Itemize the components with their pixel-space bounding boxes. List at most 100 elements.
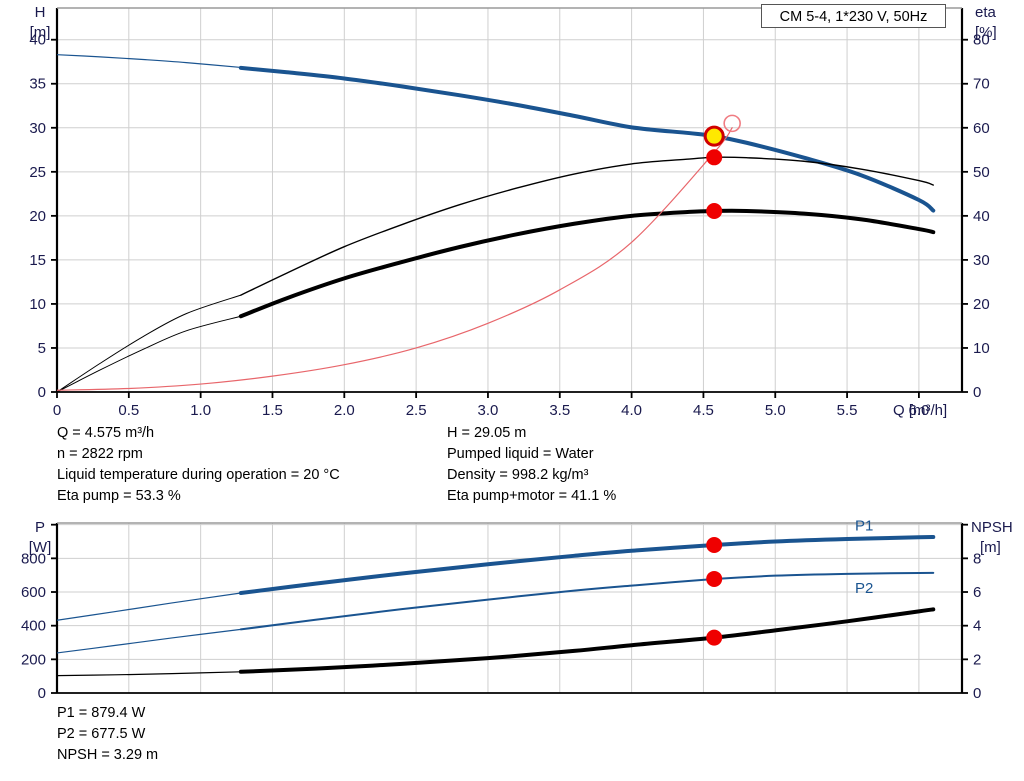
upper-ytick-15: 15 bbox=[29, 252, 46, 269]
lower-y2tick-6: 6 bbox=[973, 584, 981, 601]
upper-y2tick-30: 30 bbox=[973, 252, 990, 269]
marker-npsh bbox=[706, 629, 723, 646]
upper-y-axis-unit: [m] bbox=[30, 24, 51, 41]
upper-axes bbox=[55, 7, 964, 393]
upper-xtick-3.5: 3.5 bbox=[549, 402, 570, 419]
info-pumped-liquid: Pumped liquid = Water bbox=[447, 446, 594, 462]
power-info: P1 = 879.4 W P2 = 677.5 W NPSH = 3.29 m bbox=[57, 703, 158, 766]
lower-duty-markers bbox=[706, 536, 723, 646]
upper-y2-axis-unit: [%] bbox=[975, 24, 997, 41]
curve-npsh-thin-extension bbox=[57, 671, 242, 677]
lower-y2tick-8: 8 bbox=[973, 550, 981, 567]
lower-y2-axis-name: NPSH bbox=[971, 519, 1013, 536]
lower-y-axis-name: P bbox=[35, 519, 45, 536]
curve-npsh bbox=[238, 607, 936, 674]
curve-eta-pump bbox=[240, 156, 934, 296]
curve-p2 bbox=[239, 571, 935, 631]
upper-ytick-30: 30 bbox=[29, 120, 46, 137]
upper-ytick-20: 20 bbox=[29, 208, 46, 225]
marker-p1 bbox=[706, 536, 723, 553]
marker-p2 bbox=[706, 570, 723, 587]
info-density: Density = 998.2 kg/m³ bbox=[447, 467, 589, 483]
duty-point-marker bbox=[703, 125, 725, 147]
info-p2: P2 = 677.5 W bbox=[57, 726, 146, 742]
upper-y2tick-80: 80 bbox=[973, 32, 990, 49]
lower-tick-labels: 0 200 400 600 800 0 2 4 6 8 bbox=[21, 523, 981, 702]
info-eta-pump: Eta pump = 53.3 % bbox=[57, 488, 181, 504]
curve-p2-thin-extension bbox=[57, 628, 242, 654]
upper-curves bbox=[57, 54, 936, 392]
upper-tick-labels: 0 5 10 15 20 25 30 35 40 0 10 20 30 40 50 60 70 80 0 0.5 1.0… bbox=[29, 32, 990, 419]
label-p2: P2 bbox=[855, 580, 873, 597]
curve-h-curve-head-thin-extension bbox=[57, 54, 242, 69]
upper-xtick-1.0: 1.0 bbox=[190, 402, 211, 419]
upper-ytick-10: 10 bbox=[29, 296, 46, 313]
info-q: Q = 4.575 m³/h bbox=[57, 425, 155, 441]
lower-ytick-400: 400 bbox=[21, 618, 46, 635]
upper-y2tick-20: 20 bbox=[973, 296, 990, 313]
info-eta-pump-motor: Eta pump+motor = 41.1 % bbox=[447, 488, 617, 504]
lower-ytick-200: 200 bbox=[21, 651, 46, 668]
upper-xtick-2.5: 2.5 bbox=[406, 402, 427, 419]
duty-info-right: H = 29.05 m Pumped liquid = Water Densit… bbox=[447, 423, 616, 507]
lower-chart-canvas: 0 200 400 600 800 0 2 4 6 8 P [W] NPSH [m] P1 P2 bbox=[21, 517, 1013, 702]
info-liquid-temp: Liquid temperature during operation = 20… bbox=[57, 467, 340, 483]
marker-hollow-reference bbox=[723, 114, 741, 133]
lower-axes bbox=[55, 522, 964, 694]
upper-y2tick-40: 40 bbox=[973, 208, 990, 225]
upper-xtick-4.5: 4.5 bbox=[693, 402, 714, 419]
upper-y2tick-50: 50 bbox=[973, 164, 990, 181]
curve-eta-pump-thin-extension bbox=[57, 294, 242, 392]
lower-ytick-0: 0 bbox=[38, 685, 46, 702]
upper-y2tick-0: 0 bbox=[973, 384, 981, 401]
upper-xtick-5.0: 5.0 bbox=[765, 402, 786, 419]
curve-npsh bbox=[57, 127, 733, 391]
upper-ytick-35: 35 bbox=[29, 76, 46, 93]
lower-curves bbox=[57, 534, 936, 677]
lower-ytick-600: 600 bbox=[21, 584, 46, 601]
upper-chart-canvas: 0 5 10 15 20 25 30 35 40 0 10 20 30 40 50 60 70 80 0 0.5 1.0… bbox=[29, 4, 997, 419]
marker-eta-pump-motor bbox=[706, 203, 723, 220]
upper-xtick-5.5: 5.5 bbox=[837, 402, 858, 419]
upper-y2tick-70: 70 bbox=[973, 76, 990, 93]
label-p1: P1 bbox=[855, 517, 873, 534]
upper-gridlines bbox=[57, 8, 962, 392]
duty-info-left: Q = 4.575 m³/h n = 2822 rpm Liquid tempe… bbox=[57, 423, 340, 507]
upper-xtick-1.5: 1.5 bbox=[262, 402, 283, 419]
marker-eta-pump bbox=[706, 149, 723, 166]
upper-ytick-0: 0 bbox=[38, 384, 46, 401]
curve-h-curve-head- bbox=[238, 65, 936, 213]
upper-y2tick-10: 10 bbox=[973, 340, 990, 357]
upper-ytick-5: 5 bbox=[38, 340, 46, 357]
upper-y-axis-name: H bbox=[35, 4, 46, 21]
info-n: n = 2822 rpm bbox=[57, 446, 143, 462]
upper-y2tick-60: 60 bbox=[973, 120, 990, 137]
lower-gridlines bbox=[57, 523, 962, 693]
curve-p1-thin-extension bbox=[57, 592, 242, 621]
lower-y2-axis-unit: [m] bbox=[980, 539, 1001, 556]
upper-ytick-25: 25 bbox=[29, 164, 46, 181]
curve-p1 bbox=[238, 534, 936, 596]
upper-xtick-3.0: 3.0 bbox=[478, 402, 499, 419]
upper-xtick-0.5: 0.5 bbox=[118, 402, 139, 419]
curve-eta-pump-motor-thin-extension bbox=[57, 315, 242, 392]
info-h: H = 29.05 m bbox=[447, 425, 527, 441]
info-p1: P1 = 879.4 W bbox=[57, 705, 146, 721]
upper-xtick-4.0: 4.0 bbox=[621, 402, 642, 419]
curve-eta-pump-motor bbox=[238, 208, 936, 319]
upper-xtick-2.0: 2.0 bbox=[334, 402, 355, 419]
lower-y2tick-0: 0 bbox=[973, 685, 981, 702]
upper-ytick-40: 40 bbox=[29, 32, 46, 49]
upper-xtick-0: 0 bbox=[53, 402, 61, 419]
lower-y-axis-unit: [W] bbox=[29, 539, 52, 556]
lower-ytick-800: 800 bbox=[21, 550, 46, 567]
upper-xtick-6.0: 6.0 bbox=[908, 402, 929, 419]
lower-y2tick-2: 2 bbox=[973, 651, 981, 668]
lower-y2tick-4: 4 bbox=[973, 618, 981, 635]
pump-model-title: CM 5-4, 1*230 V, 50Hz bbox=[761, 4, 946, 28]
upper-y2-axis-name: eta bbox=[975, 4, 997, 21]
info-npsh: NPSH = 3.29 m bbox=[57, 747, 159, 763]
upper-duty-markers bbox=[703, 114, 741, 220]
upper-x-axis-name: Q [m³/h] bbox=[893, 402, 947, 419]
